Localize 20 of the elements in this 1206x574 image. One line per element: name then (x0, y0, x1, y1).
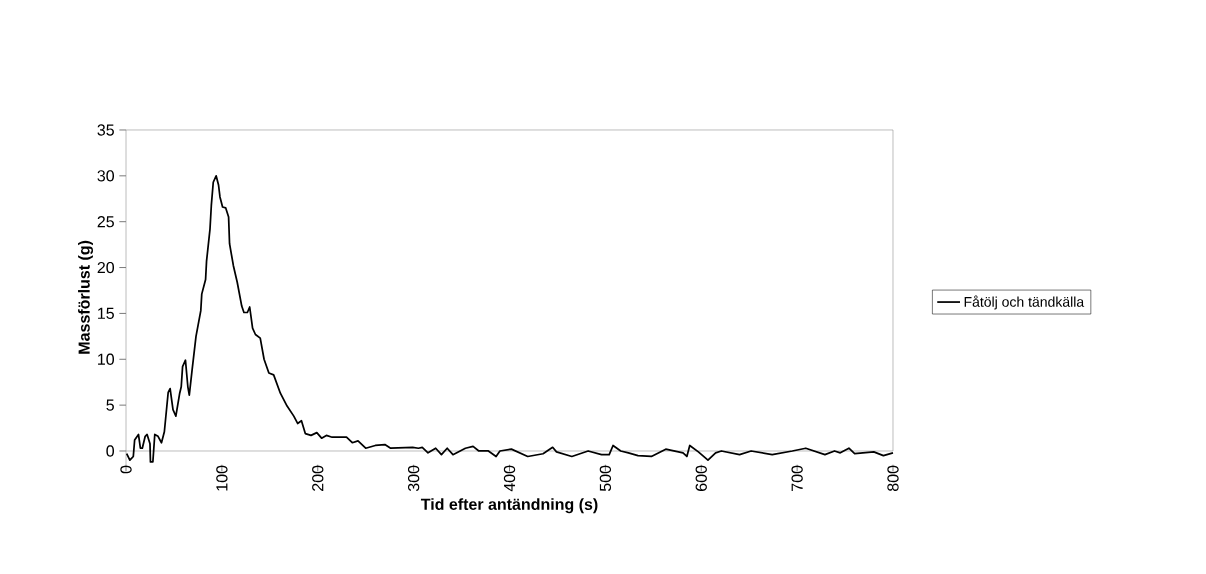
y-tick-label: 15 (98, 307, 114, 319)
y-tick-label: 20 (97, 261, 115, 274)
legend-label: Fåtölj och tändkälla (964, 295, 1085, 310)
x-axis-title: Tid efter antändning (s) (420, 498, 598, 514)
x-tick-label: 600 (695, 465, 707, 491)
y-tick-label: 0 (106, 445, 115, 457)
x-tick-label: 0 (120, 465, 132, 474)
x-tick-label: 300 (407, 465, 420, 492)
y-tick-label: 35 (97, 124, 114, 136)
y-tick-label: 30 (97, 170, 115, 182)
y-tick-label: 10 (98, 353, 115, 365)
x-tick-label: 500 (599, 465, 612, 492)
x-tick-label: 200 (312, 465, 324, 491)
x-tick-label: 400 (503, 465, 516, 492)
x-tick-label: 800 (887, 465, 899, 492)
x-tick-label: 700 (791, 465, 803, 491)
y-axis-title: Massförlust (g) (78, 240, 94, 354)
y-tick-label: 25 (97, 216, 114, 228)
x-tick-label: 100 (216, 465, 228, 491)
y-tick-label: 5 (106, 399, 114, 411)
